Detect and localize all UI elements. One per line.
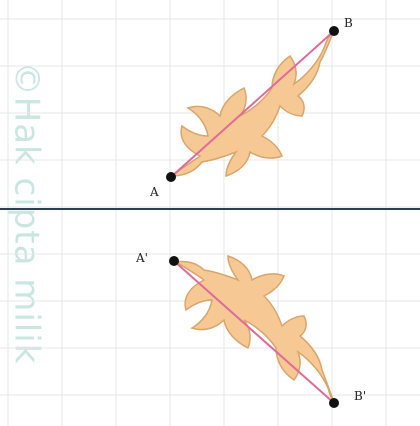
point-A-prime — [169, 256, 179, 266]
ornament-lower-shape — [173, 254, 335, 403]
point-A — [166, 172, 176, 182]
segment-AB-prime — [173, 260, 335, 404]
ornament-upper: A B — [149, 16, 353, 199]
segment-AB — [170, 30, 335, 178]
point-B-prime — [329, 398, 339, 408]
label-A: A — [149, 185, 159, 199]
label-B: B — [344, 16, 353, 30]
label-B-prime: B' — [354, 389, 366, 403]
label-A-prime: A' — [135, 251, 148, 265]
point-B — [329, 26, 339, 36]
ornament-lower: A' B' — [135, 251, 366, 408]
